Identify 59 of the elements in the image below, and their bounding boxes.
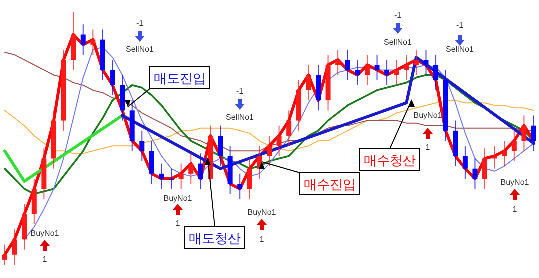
candlestick: [188, 153, 194, 185]
annotation: SellNo1: [126, 45, 155, 54]
candlestick: [140, 130, 145, 162]
candlestick: [482, 148, 488, 190]
candlestick: [462, 146, 468, 180]
candlestick: [336, 49, 341, 76]
annotation: 매수청산: [364, 154, 416, 169]
candlestick: [492, 146, 498, 170]
candlestick: [149, 140, 154, 185]
annotation: SellNo1: [384, 38, 413, 47]
candlestick: [424, 49, 429, 76]
candlestick: [159, 163, 164, 190]
candlestick: [355, 60, 360, 86]
annotation: 1: [176, 219, 181, 228]
candlestick: [198, 153, 204, 190]
candlestick: [2, 244, 8, 266]
annotation: 1: [512, 205, 518, 214]
candlestick: [374, 54, 380, 81]
annotation: SellNo1: [446, 45, 475, 54]
candlestick: [247, 158, 252, 200]
annotation: -1: [236, 87, 244, 96]
annotation: BuyNo1: [30, 229, 60, 238]
annotation: -1: [456, 21, 464, 30]
annotation: 매도진입: [154, 72, 206, 87]
annotation: BuyNo1: [248, 208, 277, 217]
candlestick: [472, 158, 478, 190]
candlestick: [414, 49, 419, 76]
annotation: 1: [260, 235, 265, 244]
candlestick: [267, 135, 272, 167]
candlestick: [345, 49, 350, 81]
candlestick: [110, 60, 116, 96]
candlestick: [218, 125, 224, 167]
annotation: SellNo1: [226, 113, 255, 122]
annotation: 1: [42, 255, 48, 264]
annotation: 1: [426, 143, 431, 152]
candlestick: [512, 130, 517, 162]
candlestick: [384, 60, 390, 86]
candlestick: [12, 229, 18, 266]
candlestick: [502, 140, 508, 167]
candlestick: [532, 115, 536, 152]
candlestick: [169, 168, 174, 190]
annotation: -1: [136, 19, 144, 28]
candlestick: [90, 29, 96, 56]
candlestick: [404, 54, 410, 81]
candlestick: [364, 54, 370, 86]
annotation: 매수진입: [304, 178, 356, 193]
annotation: BuyNo1: [164, 194, 193, 203]
annotation: BuyNo1: [500, 178, 530, 187]
annotation: -1: [394, 11, 402, 20]
candlestick: [286, 110, 292, 147]
candlestick: [522, 115, 527, 152]
candlestick: [80, 24, 86, 56]
candlestick: [276, 125, 282, 157]
candlestick: [394, 60, 400, 86]
candlestick: [238, 173, 243, 200]
annotation: 매도청산: [189, 232, 241, 247]
candlestick: [306, 64, 312, 102]
candlestick: [434, 54, 439, 91]
candlestick: [178, 163, 184, 190]
